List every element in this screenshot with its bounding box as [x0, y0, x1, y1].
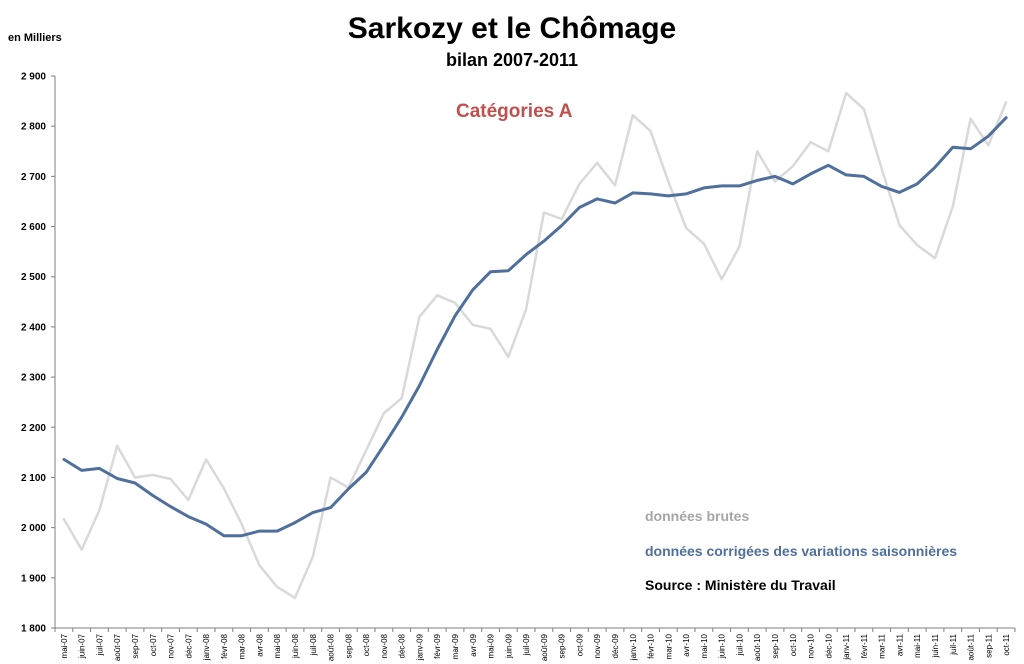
x-tick-label: août-07 [113, 633, 122, 661]
x-tick-label: oct-07 [149, 633, 158, 656]
legend-seasonally-adjusted: données corrigées des variations saisonn… [645, 543, 958, 559]
series-line-raw [62, 91, 1008, 600]
x-tick-label: mar-11 [878, 633, 887, 658]
y-tick-label: 2 000 [21, 523, 46, 534]
x-tick-label: janv-10 [629, 633, 638, 661]
x-tick-label: sep-09 [558, 633, 567, 658]
x-tick-label: oct-11 [1002, 633, 1011, 655]
y-tick-label: 2 200 [21, 423, 46, 434]
y-tick-label: 2 400 [21, 322, 46, 333]
x-tick-label: avr-10 [682, 633, 691, 656]
x-tick-label: févr-11 [860, 633, 869, 658]
x-tick-label: août-10 [753, 633, 762, 661]
x-tick-label: sep-11 [984, 633, 993, 657]
x-tick-label: mar-08 [238, 633, 247, 659]
x-tick-label: juil-07 [95, 633, 104, 656]
x-axis: mai-07 juin-07 juil-07 août-07 sep-07 oct-07 n… [54, 627, 1016, 661]
y-tick-label: 2 500 [21, 272, 46, 283]
x-tick-label: juin-11 [931, 633, 940, 658]
x-tick-label: oct-10 [789, 633, 798, 656]
x-tick-label: sep-07 [131, 633, 140, 658]
x-tick-label: févr-09 [433, 633, 442, 658]
x-tick-label: déc-09 [611, 633, 620, 658]
x-tick-label: sep-10 [771, 633, 780, 658]
y-axis-unit-label: en Milliers [8, 32, 62, 44]
x-tick-label: déc-08 [398, 633, 407, 658]
x-tick-label: nov-09 [593, 633, 602, 658]
y-tick-label: 1 900 [21, 573, 46, 584]
x-tick-label: août-09 [540, 633, 549, 661]
series-line-seasonally-adjusted [62, 116, 1008, 538]
x-tick-label: mai-07 [60, 633, 69, 658]
source-note: Source : Ministère du Travail [645, 577, 836, 593]
x-tick-label: févr-08 [220, 633, 229, 658]
y-tick-label: 1 800 [21, 624, 46, 635]
x-tick-label: juil-11 [949, 633, 958, 655]
y-axis: 1 800 1 900 2 000 2 100 2 200 2 300 2 400 2 500… [21, 72, 56, 635]
y-tick-label: 2 900 [21, 72, 46, 83]
x-tick-label: mai-10 [700, 633, 709, 658]
x-tick-label: juin-07 [78, 633, 87, 659]
x-tick-label: mar-09 [451, 633, 460, 659]
x-tick-label: avr-08 [255, 633, 264, 656]
x-tick-label: juin-09 [504, 633, 513, 659]
x-tick-label: mar-10 [664, 633, 673, 659]
x-tick-label: déc-07 [184, 633, 193, 658]
x-tick-label: juil-08 [309, 633, 318, 656]
x-tick-label: sep-08 [344, 633, 353, 658]
y-tick-label: 2 600 [21, 222, 46, 233]
x-tick-label: nov-07 [167, 633, 176, 658]
x-tick-label: nov-10 [807, 633, 816, 658]
chart-title: Sarkozy et le Chômage [347, 12, 677, 45]
x-tick-label: août-11 [967, 633, 976, 660]
x-tick-label: oct-08 [362, 633, 371, 656]
x-tick-label: juil-09 [522, 633, 531, 656]
chart-subtitle: bilan 2007-2011 [445, 50, 579, 70]
x-tick-label: mai-09 [487, 633, 496, 658]
x-tick-label: juil-10 [735, 633, 744, 656]
x-tick-label: oct-09 [575, 633, 584, 656]
x-tick-label: févr-10 [647, 633, 656, 658]
x-tick-label: avr-11 [895, 633, 904, 656]
x-tick-label: août-08 [327, 633, 336, 661]
x-tick-label: avr-09 [469, 633, 478, 656]
y-tick-label: 2 100 [21, 473, 46, 484]
x-tick-label: juin-10 [718, 633, 727, 659]
x-tick-label: mai-08 [273, 633, 282, 658]
y-tick-label: 2 300 [21, 373, 46, 384]
x-tick-label: mai-11 [913, 633, 922, 657]
x-tick-label: déc-10 [824, 633, 833, 658]
x-tick-label: janv-11 [842, 633, 851, 660]
category-label: Catégories A [456, 101, 573, 122]
legend-raw-data: données brutes [645, 508, 750, 524]
x-tick-label: nov-08 [380, 633, 389, 658]
y-tick-label: 2 800 [21, 122, 46, 133]
x-tick-label: janv-09 [415, 633, 424, 661]
x-tick-label: juin-08 [291, 633, 300, 659]
y-tick-label: 2 700 [21, 172, 46, 183]
series-lines [62, 91, 1008, 600]
x-tick-label: janv-08 [202, 633, 211, 661]
